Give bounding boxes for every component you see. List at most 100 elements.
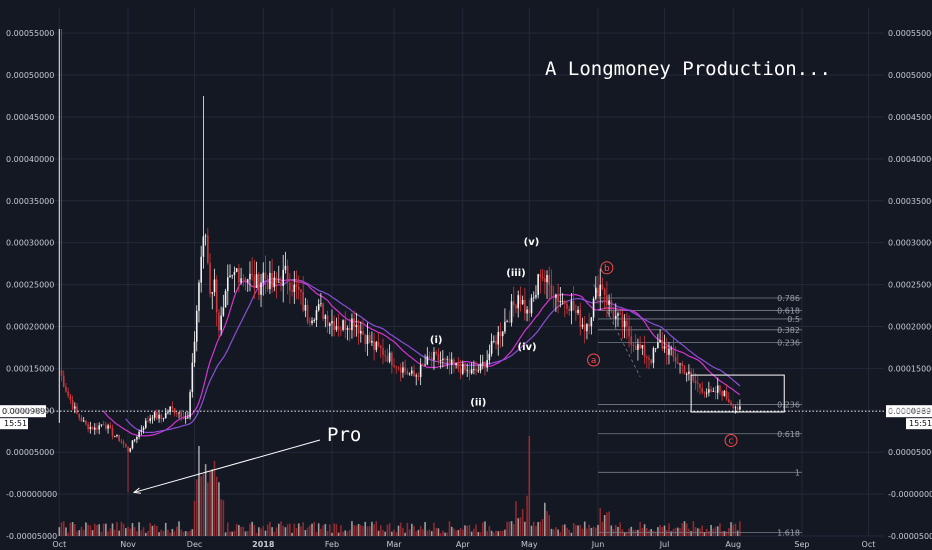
fib-level-label: 0.618: [777, 430, 800, 439]
candle-body: [621, 314, 624, 328]
candle-body: [282, 269, 285, 286]
candle-body: [499, 332, 502, 337]
wave-circle-text: b: [604, 264, 610, 274]
volume-bar: [320, 528, 322, 536]
candle-body: [579, 309, 582, 327]
candle-body: [224, 290, 227, 308]
volume-bar: [229, 531, 231, 536]
candle-body: [220, 315, 222, 331]
volume-bar: [592, 526, 595, 536]
volume-bar: [657, 527, 659, 536]
candle-body: [78, 413, 81, 418]
candle-body: [665, 346, 668, 355]
volume-bar: [138, 522, 140, 536]
candle-body: [366, 335, 369, 345]
volume-bar: [74, 523, 76, 536]
left-price-scale[interactable]: 0.00055000 0.00050000 0.00045000 0.00040000…: [6, 29, 57, 541]
candle-body: [734, 407, 737, 409]
candle-body: [306, 304, 309, 323]
candle-body: [457, 363, 460, 369]
time-tick-label: May: [521, 540, 538, 549]
current-price-tag-left: 0.00009891 15:51: [0, 405, 50, 430]
candle-body: [131, 440, 134, 449]
fib-level-label: 0.236: [777, 338, 800, 347]
candle-body: [433, 351, 435, 361]
volume-bar: [730, 522, 732, 536]
volume-bar: [568, 529, 570, 536]
time-tick-label: Dec: [187, 540, 202, 549]
volume-bar: [453, 528, 455, 536]
candle-body: [98, 425, 101, 430]
volume-bar: [184, 531, 187, 536]
volume-bar: [415, 531, 418, 536]
volume-bar: [193, 500, 196, 536]
volume-bar: [65, 527, 67, 536]
candle-body: [175, 413, 178, 415]
right-tick-label: 0.00015000: [888, 364, 932, 373]
candle-body: [353, 318, 355, 327]
candle-body: [384, 355, 386, 356]
volume-bar: [107, 531, 109, 536]
volume-bar: [696, 528, 699, 536]
volume-bar: [89, 525, 92, 536]
left-tick-label: 0.00055000: [6, 29, 54, 38]
candle-body: [74, 406, 76, 409]
right-price-scale[interactable]: 0.00055000 0.00050000 0.00045000 0.00040000…: [888, 29, 932, 541]
candle-body: [530, 297, 533, 314]
volume-bar: [468, 525, 471, 536]
volume-bar: [544, 502, 546, 536]
candle-body: [320, 303, 322, 305]
wave-circle-text: a: [591, 356, 597, 366]
candle-body: [481, 362, 484, 364]
volume-bar: [508, 521, 511, 536]
candle-body: [362, 331, 364, 335]
volume-bar: [590, 527, 593, 536]
candle-body: [566, 303, 568, 309]
right-tick-label: -0.00005000: [888, 532, 932, 541]
volume-bar: [570, 532, 573, 536]
volume-bar: [504, 529, 506, 536]
candle-body: [493, 340, 495, 342]
candle-body: [209, 262, 211, 294]
candle-body: [286, 265, 289, 283]
volume-bar: [475, 524, 477, 536]
volume-bar: [102, 523, 105, 536]
time-tick-label: Jun: [591, 540, 605, 549]
candle-body: [399, 367, 402, 373]
volume-bar: [317, 523, 320, 536]
volume-bar: [459, 527, 462, 536]
moving-averages: [103, 277, 741, 437]
volume-bar: [428, 529, 431, 536]
fib-level-label: 0.382: [777, 326, 800, 335]
volume-bar: [198, 446, 200, 536]
candle-body: [417, 375, 420, 377]
candle-body: [93, 427, 96, 430]
volume-bar: [537, 522, 539, 536]
volume-bar: [663, 525, 666, 536]
volume-bar: [144, 532, 147, 536]
volume-bar: [122, 523, 125, 536]
volume-bar: [76, 531, 78, 536]
candle-body: [648, 357, 650, 360]
candle-body: [85, 420, 87, 425]
volume-bar: [499, 530, 502, 536]
countdown-bg: [906, 418, 932, 430]
candle-body: [552, 297, 555, 299]
candle-body: [448, 358, 451, 365]
candle-body: [360, 331, 362, 334]
candle-body: [590, 317, 593, 327]
volume-bar: [93, 523, 96, 536]
candle-body: [705, 392, 708, 394]
volume-bar: [264, 530, 267, 536]
time-scale[interactable]: Oct Nov Dec 2018 Feb Mar Apr May Jun Jul Aug Sep Oct: [52, 540, 875, 549]
candle-body: [238, 268, 240, 283]
candle-body: [125, 444, 127, 447]
candle-body: [610, 300, 613, 310]
volume-bar: [424, 522, 426, 536]
countdown-bg: [0, 418, 28, 430]
candle-body: [674, 356, 677, 363]
volume-bar: [490, 530, 493, 536]
volume-bar: [652, 530, 655, 536]
candle-body: [683, 365, 686, 375]
